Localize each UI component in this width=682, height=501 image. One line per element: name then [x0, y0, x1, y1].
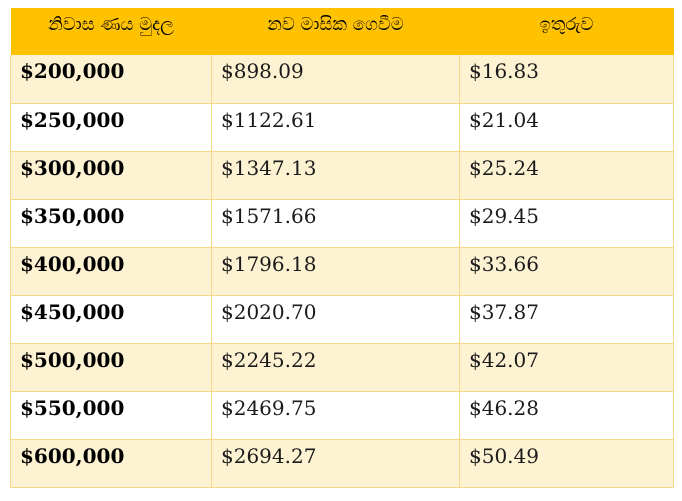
monthly-payment-cell: $898.09 [211, 55, 460, 104]
monthly-payment-cell: $2020.70 [211, 294, 460, 344]
mortgage-payment-table: නිවාස ණය මුදල නව මාසික ගෙවීම ඉතුරුව $200… [10, 8, 674, 488]
table-row: $550,000 $2469.75 $46.28 [10, 390, 674, 440]
table-row: $350,000 $1571.66 $29.45 [10, 198, 674, 248]
savings-cell: $29.45 [459, 198, 674, 248]
table-row: $300,000 $1347.13 $25.24 [10, 150, 674, 200]
loan-amount-cell: $600,000 [10, 438, 212, 488]
table-row: $600,000 $2694.27 $50.49 [10, 438, 674, 488]
savings-cell: $50.49 [459, 438, 674, 488]
mortgage-table-container: නිවාස ණය මුදල නව මාසික ගෙවීම ඉතුරුව $200… [10, 8, 674, 488]
savings-cell: $25.24 [459, 150, 674, 200]
savings-cell: $42.07 [459, 342, 674, 392]
monthly-payment-cell: $2694.27 [211, 438, 460, 488]
loan-amount-cell: $550,000 [10, 390, 212, 440]
table-header-row: නිවාස ණය මුදල නව මාසික ගෙවීම ඉතුරුව [10, 8, 674, 55]
monthly-payment-cell: $2245.22 [211, 342, 460, 392]
table-row: $500,000 $2245.22 $42.07 [10, 342, 674, 392]
savings-cell: $37.87 [459, 294, 674, 344]
loan-amount-cell: $250,000 [10, 102, 212, 152]
loan-amount-cell: $200,000 [10, 55, 212, 104]
header-monthly-payment: නව මාසික ගෙවීම [211, 8, 460, 55]
header-savings: ඉතුරුව [459, 8, 674, 55]
monthly-payment-cell: $1347.13 [211, 150, 460, 200]
savings-cell: $21.04 [459, 102, 674, 152]
savings-cell: $46.28 [459, 390, 674, 440]
monthly-payment-cell: $1571.66 [211, 198, 460, 248]
header-loan-amount: නිවාස ණය මුදල [10, 8, 212, 55]
loan-amount-cell: $300,000 [10, 150, 212, 200]
loan-amount-cell: $350,000 [10, 198, 212, 248]
monthly-payment-cell: $2469.75 [211, 390, 460, 440]
table-row: $200,000 $898.09 $16.83 [10, 55, 674, 104]
loan-amount-cell: $450,000 [10, 294, 212, 344]
monthly-payment-cell: $1122.61 [211, 102, 460, 152]
monthly-payment-cell: $1796.18 [211, 246, 460, 296]
savings-cell: $16.83 [459, 55, 674, 104]
savings-cell: $33.66 [459, 246, 674, 296]
loan-amount-cell: $500,000 [10, 342, 212, 392]
table-row: $250,000 $1122.61 $21.04 [10, 102, 674, 152]
table-row: $450,000 $2020.70 $37.87 [10, 294, 674, 344]
table-row: $400,000 $1796.18 $33.66 [10, 246, 674, 296]
loan-amount-cell: $400,000 [10, 246, 212, 296]
